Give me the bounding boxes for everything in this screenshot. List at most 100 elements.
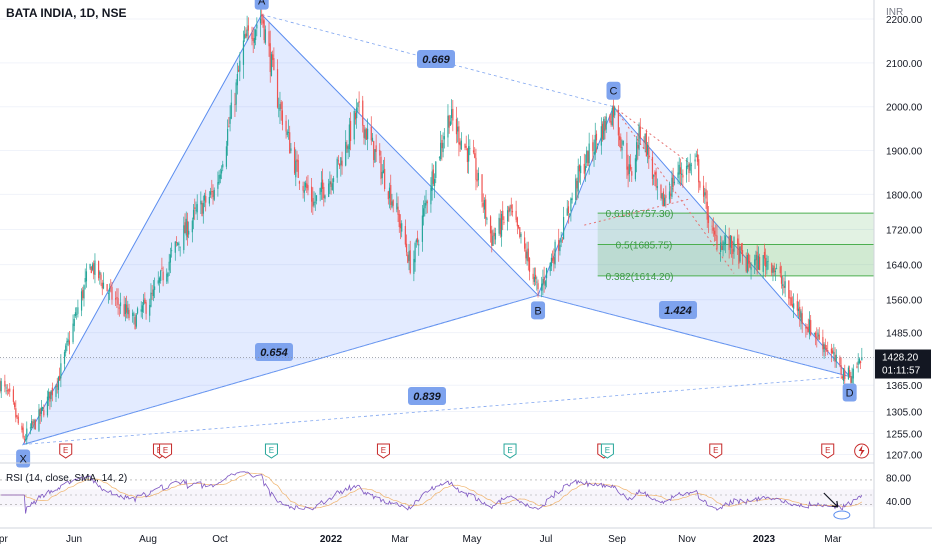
candle[interactable] [153, 277, 156, 299]
candle[interactable] [295, 149, 297, 187]
candle[interactable] [627, 154, 629, 188]
candle[interactable] [14, 401, 16, 410]
candle[interactable] [337, 155, 340, 165]
candle[interactable] [824, 338, 826, 357]
candle[interactable] [773, 262, 775, 276]
candle[interactable] [101, 279, 103, 296]
earnings-marker[interactable]: E [59, 443, 73, 459]
candle[interactable] [807, 318, 809, 333]
candle[interactable] [39, 407, 41, 425]
candle[interactable] [543, 266, 545, 293]
candle[interactable] [741, 242, 744, 265]
candle[interactable] [566, 199, 568, 216]
candle[interactable] [526, 241, 528, 266]
candle[interactable] [586, 146, 588, 168]
candle[interactable] [772, 265, 774, 282]
pattern-point-d[interactable]: D [842, 383, 857, 402]
candle[interactable] [151, 285, 153, 301]
candle[interactable] [860, 360, 862, 370]
candle[interactable] [771, 262, 773, 277]
candle[interactable] [474, 147, 476, 159]
candle[interactable] [225, 140, 228, 170]
candle[interactable] [553, 248, 555, 272]
candle[interactable] [255, 28, 257, 46]
candle[interactable] [595, 130, 598, 153]
candle[interactable] [728, 227, 730, 259]
candle[interactable] [525, 243, 527, 264]
candle[interactable] [382, 159, 385, 174]
candle[interactable] [278, 97, 280, 118]
candle[interactable] [733, 235, 735, 259]
candle[interactable] [48, 388, 50, 407]
candle[interactable] [253, 29, 256, 49]
candle[interactable] [561, 237, 563, 243]
candle[interactable] [842, 368, 845, 385]
candle[interactable] [580, 155, 582, 185]
candle[interactable] [280, 100, 282, 121]
candle[interactable] [150, 283, 152, 308]
candle[interactable] [861, 347, 863, 361]
candle[interactable] [17, 413, 19, 425]
harmonic-pattern[interactable] [22, 13, 852, 446]
candle[interactable] [433, 173, 436, 199]
candle[interactable] [653, 174, 655, 186]
candle[interactable] [515, 200, 517, 223]
candle[interactable] [745, 252, 747, 273]
candle[interactable] [856, 362, 858, 369]
candle[interactable] [720, 235, 722, 262]
symbol-title[interactable]: BATA INDIA, 1D, NSE [6, 6, 126, 20]
candle[interactable] [818, 327, 820, 341]
candle[interactable] [421, 205, 423, 252]
candle[interactable] [269, 30, 271, 83]
candle[interactable] [833, 343, 835, 362]
candle[interactable] [610, 113, 612, 127]
candle[interactable] [5, 384, 7, 395]
candle[interactable] [272, 50, 274, 68]
candle[interactable] [167, 271, 169, 284]
candle[interactable] [67, 332, 69, 347]
candle[interactable] [801, 306, 803, 333]
candle[interactable] [423, 200, 425, 226]
candle[interactable] [125, 295, 128, 319]
candle[interactable] [578, 164, 581, 183]
candle[interactable] [43, 404, 45, 418]
candle[interactable] [839, 355, 841, 368]
ratio-label[interactable]: 0.839 [408, 387, 446, 405]
candle[interactable] [46, 390, 49, 418]
candle[interactable] [704, 187, 706, 204]
candle[interactable] [229, 105, 231, 132]
candle[interactable] [841, 375, 843, 380]
candle[interactable] [99, 270, 101, 285]
candle[interactable] [498, 213, 500, 236]
candle[interactable] [220, 165, 223, 180]
ratio-label[interactable]: 1.424 [659, 301, 697, 319]
candle[interactable] [516, 216, 518, 235]
candle[interactable] [413, 250, 415, 282]
annotation-circle[interactable] [833, 510, 851, 520]
candle[interactable] [481, 173, 483, 208]
candle[interactable] [597, 143, 599, 150]
candle[interactable] [570, 197, 572, 222]
candle[interactable] [162, 266, 164, 287]
candle[interactable] [328, 178, 330, 198]
candle[interactable] [7, 388, 10, 395]
candle[interactable] [72, 314, 74, 345]
candle[interactable] [323, 182, 325, 207]
candle[interactable] [655, 167, 657, 191]
candle[interactable] [779, 262, 781, 278]
candle[interactable] [643, 136, 645, 150]
candle[interactable] [800, 309, 802, 330]
candle[interactable] [672, 167, 674, 193]
candle[interactable] [108, 283, 111, 301]
candle[interactable] [797, 301, 800, 319]
candle[interactable] [315, 195, 318, 205]
candle[interactable] [169, 247, 172, 274]
pattern-point-a[interactable]: A [254, 0, 269, 10]
candle[interactable] [340, 156, 342, 177]
candle[interactable] [603, 116, 605, 141]
candle[interactable] [396, 192, 398, 213]
candle[interactable] [219, 168, 221, 184]
candle[interactable] [722, 240, 724, 257]
candle[interactable] [276, 59, 279, 109]
candle[interactable] [145, 299, 147, 320]
